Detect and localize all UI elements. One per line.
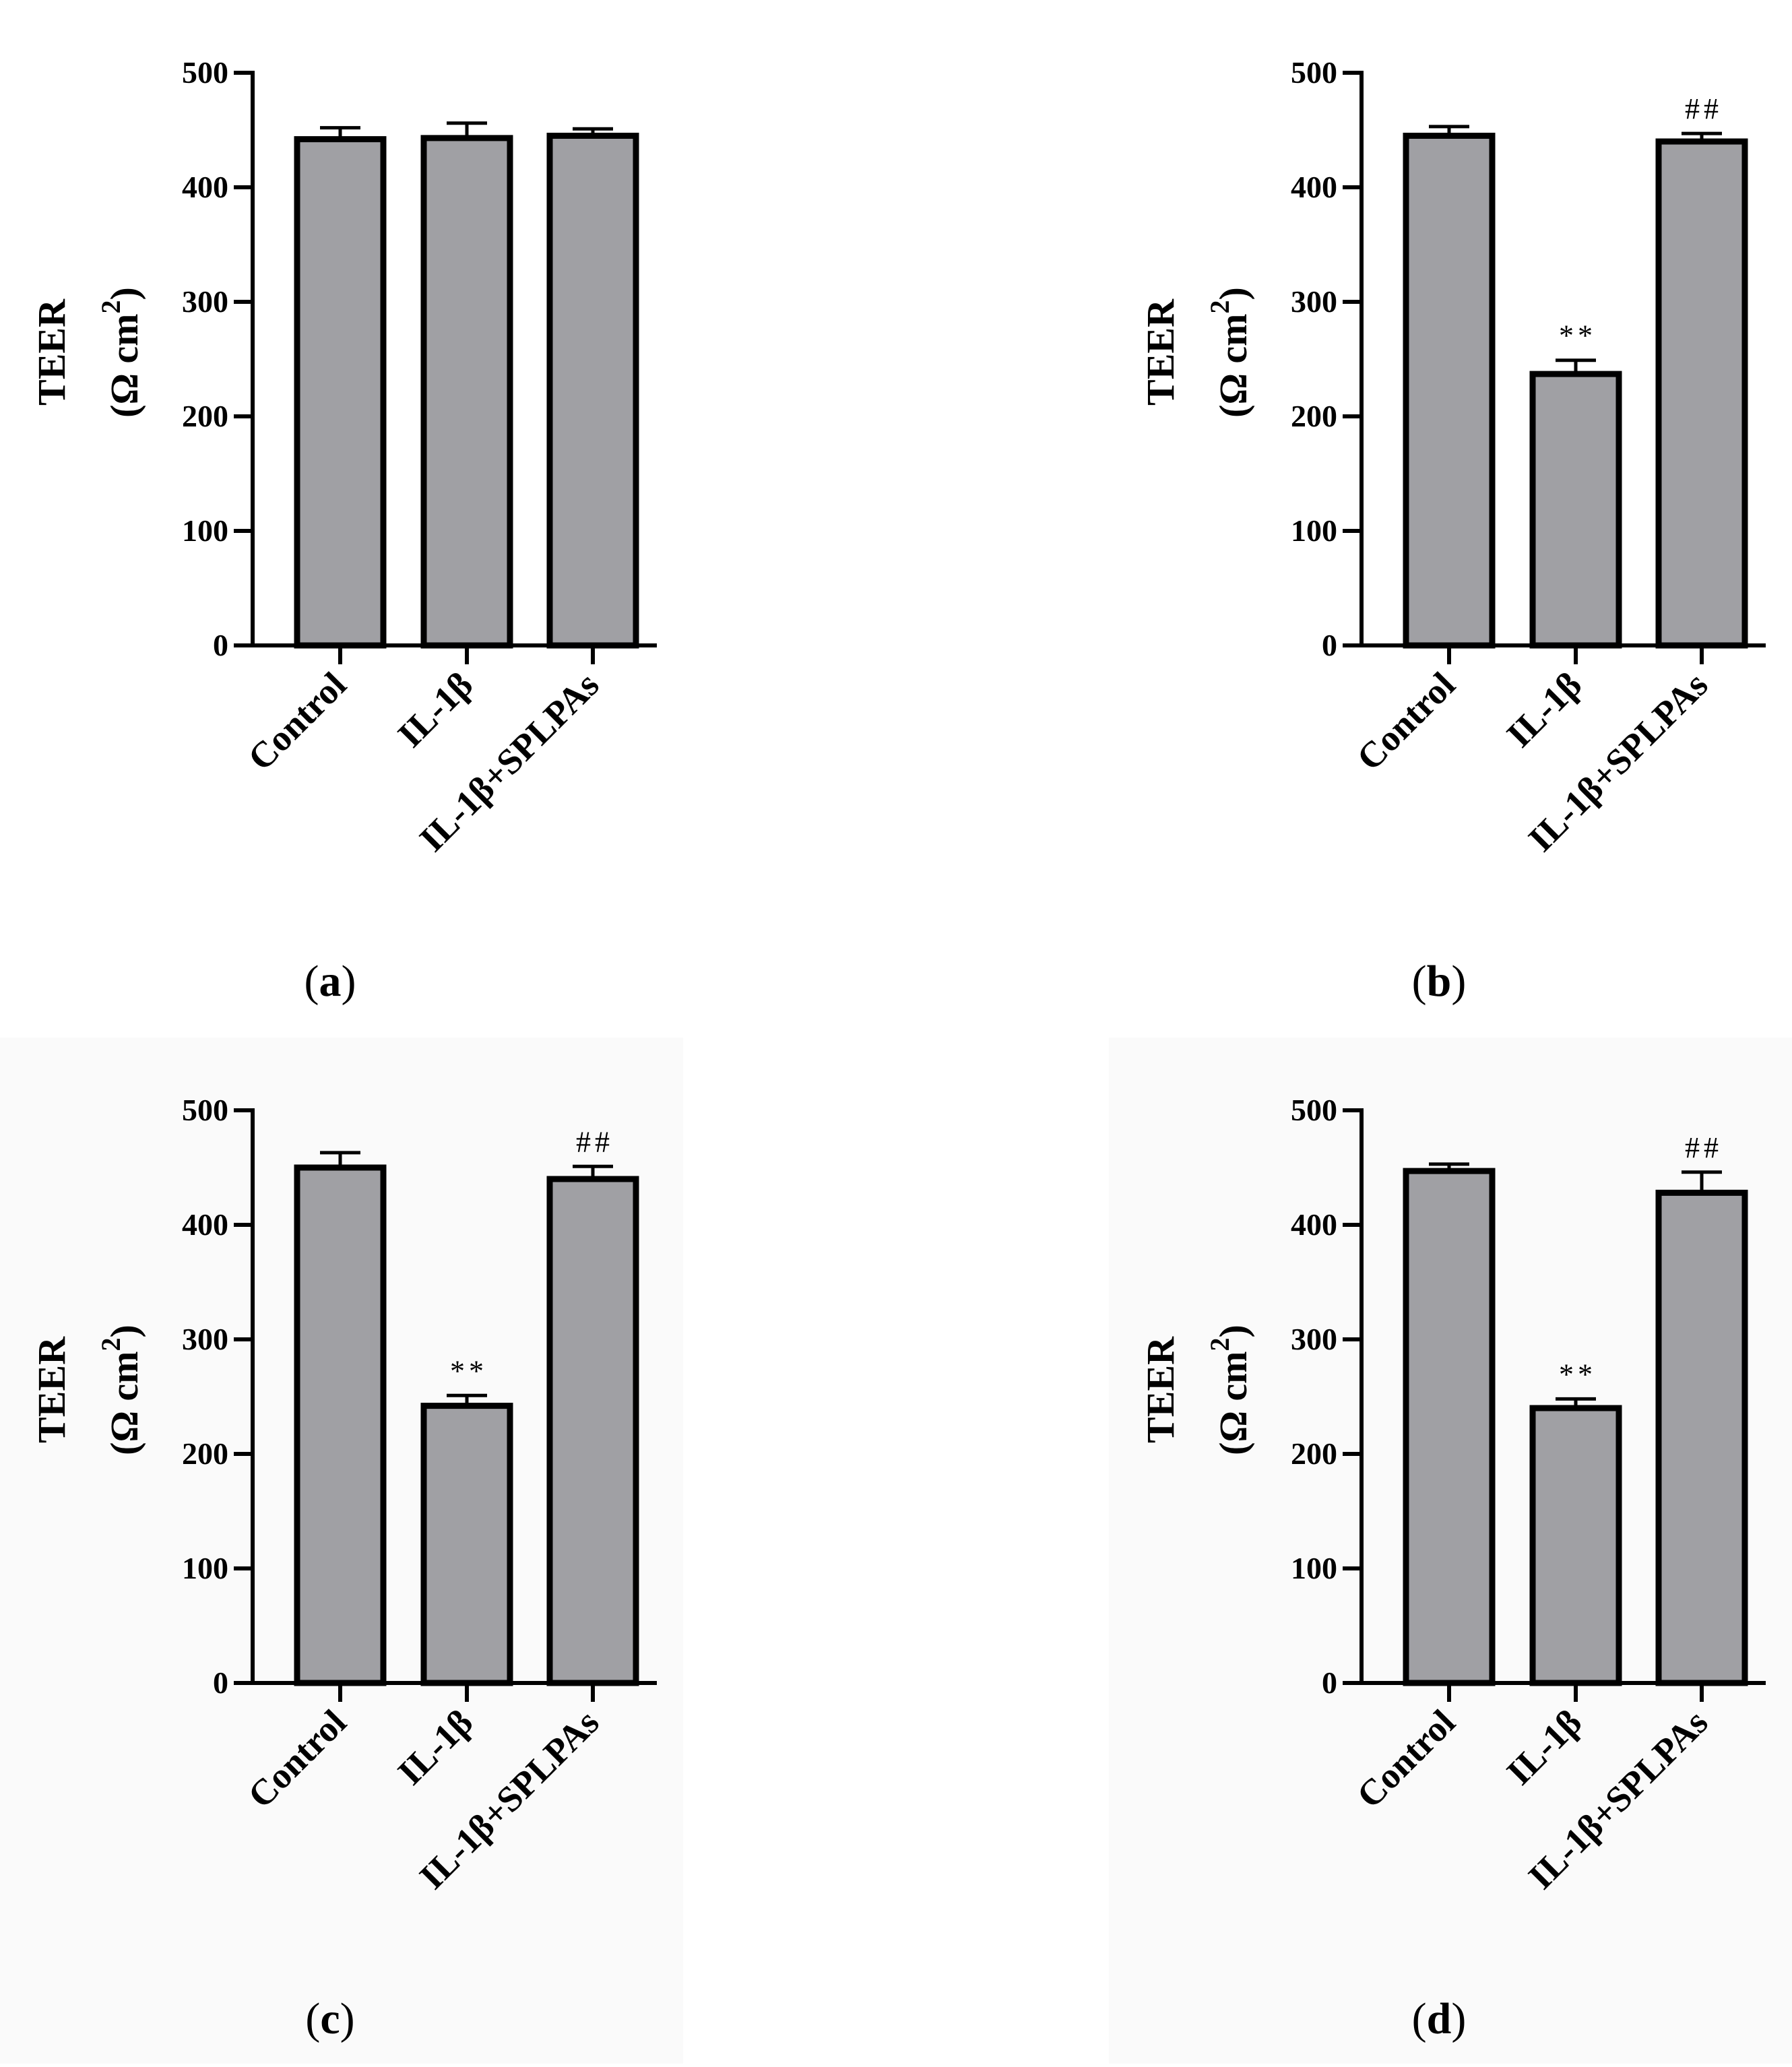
y-axis-label-superscript: 2 <box>1205 1338 1235 1352</box>
y-tick-label-c-4: 400 <box>182 1207 228 1242</box>
x-category-label-a-1: IL-1β <box>390 664 481 755</box>
bar-b-1 <box>1529 371 1622 649</box>
y-tick-label-a-4: 400 <box>182 170 228 204</box>
y-axis-label-line2: (Ω cm2) <box>1205 1325 1255 1455</box>
panel-label-d: (d) <box>1412 1994 1467 2043</box>
y-axis-label-line1: TEER <box>1139 298 1182 406</box>
panel-label-open: ( <box>305 957 319 1006</box>
y-axis-label-close: ) <box>1211 1325 1255 1337</box>
y-axis-label-line1: TEER <box>30 298 73 406</box>
y-tick-label-a-0: 0 <box>213 628 228 662</box>
y-axis-label-line1: TEER <box>1139 1336 1182 1443</box>
bar-a-1 <box>420 135 513 649</box>
bar-c-1 <box>420 1403 513 1686</box>
y-axis-label-close: ) <box>102 1325 146 1337</box>
y-tick-label-d-2: 200 <box>1291 1436 1337 1471</box>
panel-label-a: (a) <box>305 957 356 1006</box>
y-tick-label-b-0: 0 <box>1322 628 1337 662</box>
y-tick-label-a-1: 100 <box>182 513 228 548</box>
panel-label-open: ( <box>1412 1994 1427 2043</box>
significance-label-b-2: ## <box>1685 92 1723 125</box>
y-tick-label-d-5: 500 <box>1291 1093 1337 1127</box>
y-axis-label-superscript: 2 <box>1205 300 1235 314</box>
y-tick-label-b-2: 200 <box>1291 399 1337 433</box>
bar-a-0 <box>294 136 387 649</box>
panel-label-close: ) <box>342 957 356 1006</box>
y-axis-label-superscript: 2 <box>96 300 126 314</box>
y-axis-label-line1: TEER <box>30 1336 73 1443</box>
panel-label-c: (c) <box>305 1994 354 2043</box>
bar-b-2 <box>1655 138 1748 649</box>
y-tick-label-d-4: 400 <box>1291 1207 1337 1242</box>
significance-label-b-1: ** <box>1559 319 1597 352</box>
y-axis-label-close: ) <box>1211 287 1255 300</box>
y-tick-label-a-5: 500 <box>182 55 228 90</box>
bar-d-0 <box>1403 1168 1496 1686</box>
panel-label-close: ) <box>1451 957 1466 1006</box>
bar-c-0 <box>294 1164 387 1686</box>
y-tick-label-b-1: 100 <box>1291 513 1337 548</box>
y-axis-label-line2: (Ω cm2) <box>96 1325 146 1455</box>
panel-label-close: ) <box>340 1994 355 2043</box>
panel-label-open: ( <box>305 1994 320 2043</box>
bar-d-1 <box>1529 1405 1622 1686</box>
y-tick-label-d-1: 100 <box>1291 1551 1337 1585</box>
y-axis-label-unit: (Ω cm <box>102 1352 146 1455</box>
y-tick-label-a-3: 300 <box>182 284 228 319</box>
y-axis-label-line2: (Ω cm2) <box>96 287 146 418</box>
bar-c-2 <box>546 1176 639 1686</box>
y-tick-label-c-0: 0 <box>213 1665 228 1700</box>
y-axis-label-close: ) <box>102 287 146 300</box>
y-axis-label-unit: (Ω cm <box>102 314 146 418</box>
x-category-label-a-0: Control <box>240 664 354 778</box>
significance-label-c-2: ## <box>576 1125 614 1158</box>
y-tick-label-b-5: 500 <box>1291 55 1337 90</box>
bar-a-2 <box>546 133 639 649</box>
y-tick-label-c-1: 100 <box>182 1551 228 1585</box>
y-axis-label-unit: (Ω cm <box>1211 1352 1255 1455</box>
y-tick-label-b-3: 300 <box>1291 284 1337 319</box>
panel-label-close: ) <box>1451 1994 1466 2043</box>
y-axis-label-superscript: 2 <box>96 1338 126 1352</box>
panel-label-b: (b) <box>1412 957 1467 1006</box>
y-tick-label-c-2: 200 <box>182 1436 228 1471</box>
y-tick-label-c-3: 300 <box>182 1322 228 1356</box>
panel-label-letter: d <box>1427 1994 1452 2043</box>
panel-label-letter: a <box>319 957 342 1006</box>
bar-d-2 <box>1655 1189 1748 1686</box>
y-axis-label-unit: (Ω cm <box>1211 314 1255 418</box>
bar-b-0 <box>1403 133 1496 649</box>
y-tick-label-d-3: 300 <box>1291 1322 1337 1356</box>
y-tick-label-a-2: 200 <box>182 399 228 433</box>
panel-label-letter: b <box>1427 957 1452 1006</box>
significance-label-d-1: ** <box>1559 1358 1597 1391</box>
significance-label-d-2: ## <box>1685 1131 1723 1164</box>
panel-label-letter: c <box>320 1994 340 2043</box>
y-tick-label-c-5: 500 <box>182 1093 228 1127</box>
y-tick-label-d-0: 0 <box>1322 1665 1337 1700</box>
y-axis-label-line2: (Ω cm2) <box>1205 287 1255 418</box>
x-category-label-b-0: Control <box>1349 664 1463 778</box>
y-tick-label-b-4: 400 <box>1291 170 1337 204</box>
x-category-label-b-1: IL-1β <box>1499 664 1590 755</box>
significance-label-c-1: ** <box>450 1354 488 1387</box>
panel-label-open: ( <box>1412 957 1427 1006</box>
